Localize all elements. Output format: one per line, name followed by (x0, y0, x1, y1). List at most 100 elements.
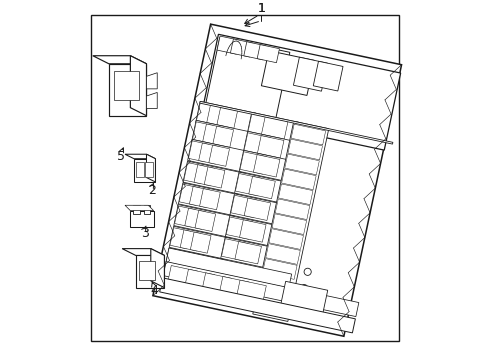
Polygon shape (185, 269, 215, 292)
Polygon shape (247, 112, 301, 144)
Polygon shape (180, 230, 201, 251)
Polygon shape (217, 107, 238, 128)
Polygon shape (230, 39, 253, 57)
Polygon shape (235, 242, 262, 264)
Text: 4: 4 (150, 284, 158, 297)
Polygon shape (153, 24, 402, 336)
Polygon shape (204, 167, 225, 188)
Polygon shape (272, 214, 307, 234)
Polygon shape (263, 258, 297, 279)
Polygon shape (253, 121, 329, 321)
Polygon shape (220, 237, 274, 269)
Bar (133, 205, 140, 214)
Polygon shape (174, 206, 196, 227)
Polygon shape (257, 136, 284, 158)
Polygon shape (125, 205, 154, 211)
Polygon shape (230, 194, 284, 225)
Polygon shape (194, 165, 215, 186)
Polygon shape (243, 131, 297, 163)
Polygon shape (231, 195, 257, 217)
Polygon shape (174, 204, 234, 238)
Polygon shape (163, 262, 359, 316)
Polygon shape (244, 198, 270, 220)
Polygon shape (136, 256, 165, 288)
Polygon shape (257, 45, 279, 63)
Polygon shape (219, 276, 249, 300)
Polygon shape (184, 163, 204, 184)
Polygon shape (236, 280, 266, 303)
Polygon shape (285, 154, 319, 175)
Polygon shape (147, 93, 157, 109)
Polygon shape (249, 176, 275, 199)
Polygon shape (193, 122, 213, 143)
Polygon shape (235, 172, 288, 203)
Polygon shape (147, 73, 157, 89)
Polygon shape (209, 145, 229, 166)
Text: 2: 2 (148, 184, 156, 197)
Bar (91, 15, 399, 341)
Text: 1: 1 (257, 3, 265, 15)
Polygon shape (275, 199, 310, 220)
Polygon shape (195, 210, 216, 231)
Polygon shape (196, 103, 217, 124)
Polygon shape (202, 34, 401, 150)
Polygon shape (203, 124, 223, 145)
Polygon shape (192, 120, 252, 153)
Polygon shape (165, 248, 225, 281)
Polygon shape (199, 189, 220, 210)
Text: 3: 3 (141, 227, 148, 240)
Polygon shape (207, 105, 227, 126)
Polygon shape (166, 248, 292, 288)
Polygon shape (179, 184, 200, 206)
Polygon shape (125, 154, 155, 159)
Polygon shape (166, 249, 186, 271)
Polygon shape (278, 184, 313, 204)
Polygon shape (206, 37, 290, 119)
Polygon shape (225, 216, 279, 247)
Polygon shape (122, 249, 165, 256)
Polygon shape (288, 139, 322, 160)
Bar (136, 162, 144, 177)
Polygon shape (244, 42, 266, 60)
Bar (130, 211, 154, 227)
Text: 5: 5 (118, 150, 125, 163)
Polygon shape (280, 281, 328, 318)
Polygon shape (217, 36, 239, 54)
Polygon shape (202, 273, 232, 296)
Polygon shape (169, 226, 230, 259)
Polygon shape (240, 220, 266, 242)
Polygon shape (198, 143, 220, 164)
Polygon shape (266, 244, 300, 264)
Polygon shape (190, 186, 210, 208)
Polygon shape (269, 229, 303, 249)
Polygon shape (130, 56, 147, 116)
Polygon shape (186, 254, 206, 275)
Polygon shape (244, 133, 270, 155)
Polygon shape (261, 51, 315, 95)
Bar (139, 261, 155, 280)
Polygon shape (188, 139, 248, 172)
Polygon shape (213, 126, 234, 147)
Polygon shape (178, 183, 239, 216)
Polygon shape (253, 155, 280, 177)
Polygon shape (200, 102, 393, 144)
Polygon shape (175, 252, 196, 273)
Polygon shape (151, 249, 165, 288)
Polygon shape (168, 266, 197, 289)
Text: 1: 1 (257, 3, 265, 15)
Polygon shape (185, 208, 205, 229)
Polygon shape (134, 159, 155, 182)
Polygon shape (313, 61, 343, 91)
Bar (146, 162, 153, 177)
Polygon shape (191, 232, 211, 253)
Polygon shape (196, 102, 256, 134)
Polygon shape (294, 57, 327, 91)
Polygon shape (248, 114, 274, 136)
Bar (114, 71, 139, 100)
Polygon shape (109, 64, 147, 116)
Polygon shape (235, 174, 262, 196)
Polygon shape (282, 169, 316, 190)
Polygon shape (291, 124, 326, 145)
Polygon shape (93, 56, 147, 64)
Polygon shape (262, 117, 288, 139)
